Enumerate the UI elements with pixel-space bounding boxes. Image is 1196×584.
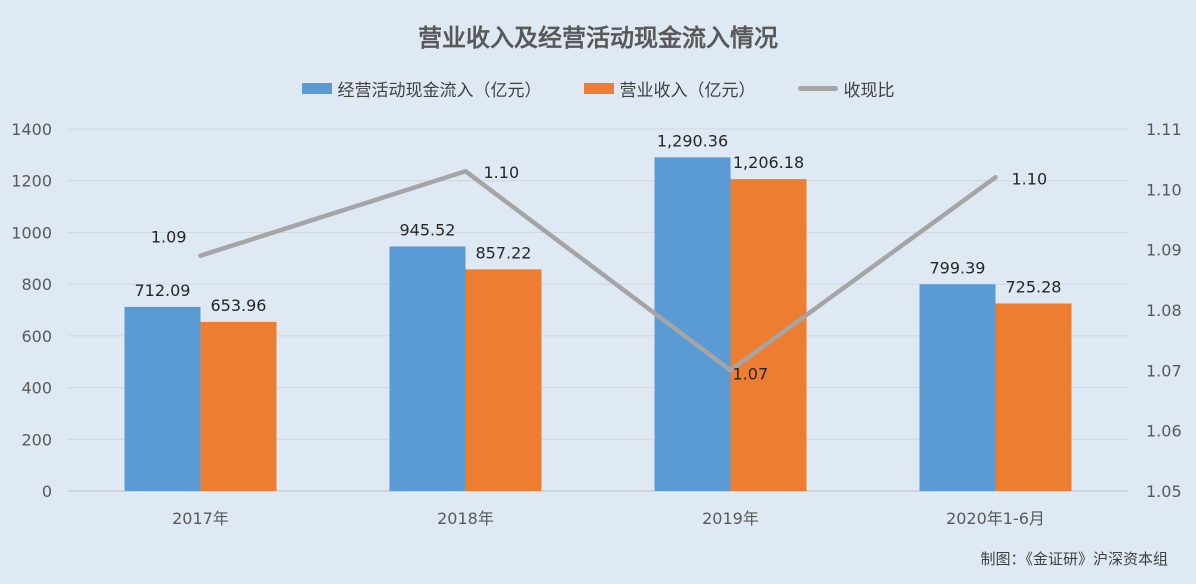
- legend: 经营活动现金流入（亿元） 营业收入（亿元） 收现比: [0, 76, 1196, 101]
- bar-data-label: 799.39: [930, 258, 986, 277]
- y-left-tick-label: 800: [21, 275, 52, 294]
- y-right-tick-label: 1.08: [1146, 301, 1182, 320]
- bar: [200, 321, 277, 491]
- legend-label-ratio: 收现比: [843, 81, 895, 101]
- legend-label-cash-inflow: 经营活动现金流入（亿元）: [337, 81, 542, 101]
- line-data-label: 1.10: [484, 163, 520, 182]
- bar-data-label: 1,290.36: [657, 131, 728, 150]
- y-right-tick-label: 1.10: [1146, 180, 1182, 199]
- x-tick-label: 2020年1-6月: [946, 509, 1045, 528]
- legend-item-cash-inflow: 经营活动现金流入（亿元）: [301, 76, 542, 101]
- y-left-tick-label: 0: [42, 482, 52, 501]
- ratio-line: [198, 168, 998, 373]
- y-left-tick-label: 1200: [11, 172, 52, 191]
- bar: [995, 303, 1072, 491]
- legend-label-revenue: 营业收入（亿元）: [619, 81, 756, 101]
- y-right-tick-label: 1.09: [1146, 241, 1182, 260]
- source-note: 制图：《金证研》沪深资本组: [980, 550, 1168, 568]
- bar-data-label: 712.09: [135, 281, 191, 300]
- legend-swatch-ratio: [797, 86, 838, 91]
- x-tick-label: 2019年: [702, 509, 759, 528]
- line-data-label: 1.09: [151, 228, 187, 247]
- bar-data-label: 725.28: [1006, 277, 1062, 296]
- y-left-tick-label: 200: [21, 430, 52, 449]
- bar-data-label: 857.22: [476, 243, 532, 262]
- bar: [919, 284, 996, 491]
- y-right-tick-label: 1.07: [1146, 361, 1182, 380]
- x-tick-label: 2017年: [172, 509, 229, 528]
- y-right-tick-label: 1.11: [1146, 120, 1182, 139]
- bar: [124, 306, 201, 491]
- y-left-tick-label: 1000: [11, 223, 52, 242]
- legend-item-ratio: 收现比: [797, 76, 895, 101]
- bar: [465, 269, 542, 491]
- legend-swatch-revenue: [583, 83, 614, 94]
- legend-item-revenue: 营业收入（亿元）: [583, 76, 756, 101]
- legend-swatch-cash-inflow: [301, 83, 332, 94]
- y-left-tick-label: 400: [21, 379, 52, 398]
- bar: [389, 246, 466, 491]
- bar-data-label: 1,206.18: [733, 153, 804, 172]
- chart-title: 营业收入及经营活动现金流入情况: [418, 24, 778, 52]
- y-right-tick-label: 1.06: [1146, 422, 1182, 441]
- bar-data-label: 945.52: [400, 221, 456, 240]
- y-left-tick-label: 1400: [11, 120, 52, 139]
- line-data-label: 1.10: [1012, 169, 1048, 188]
- y-right-tick-label: 1.05: [1146, 482, 1182, 501]
- bar: [730, 179, 807, 491]
- x-tick-label: 2018年: [437, 509, 494, 528]
- line-data-label: 1.07: [733, 364, 769, 383]
- bar-data-label: 653.96: [211, 296, 267, 315]
- y-left-tick-label: 600: [21, 327, 52, 346]
